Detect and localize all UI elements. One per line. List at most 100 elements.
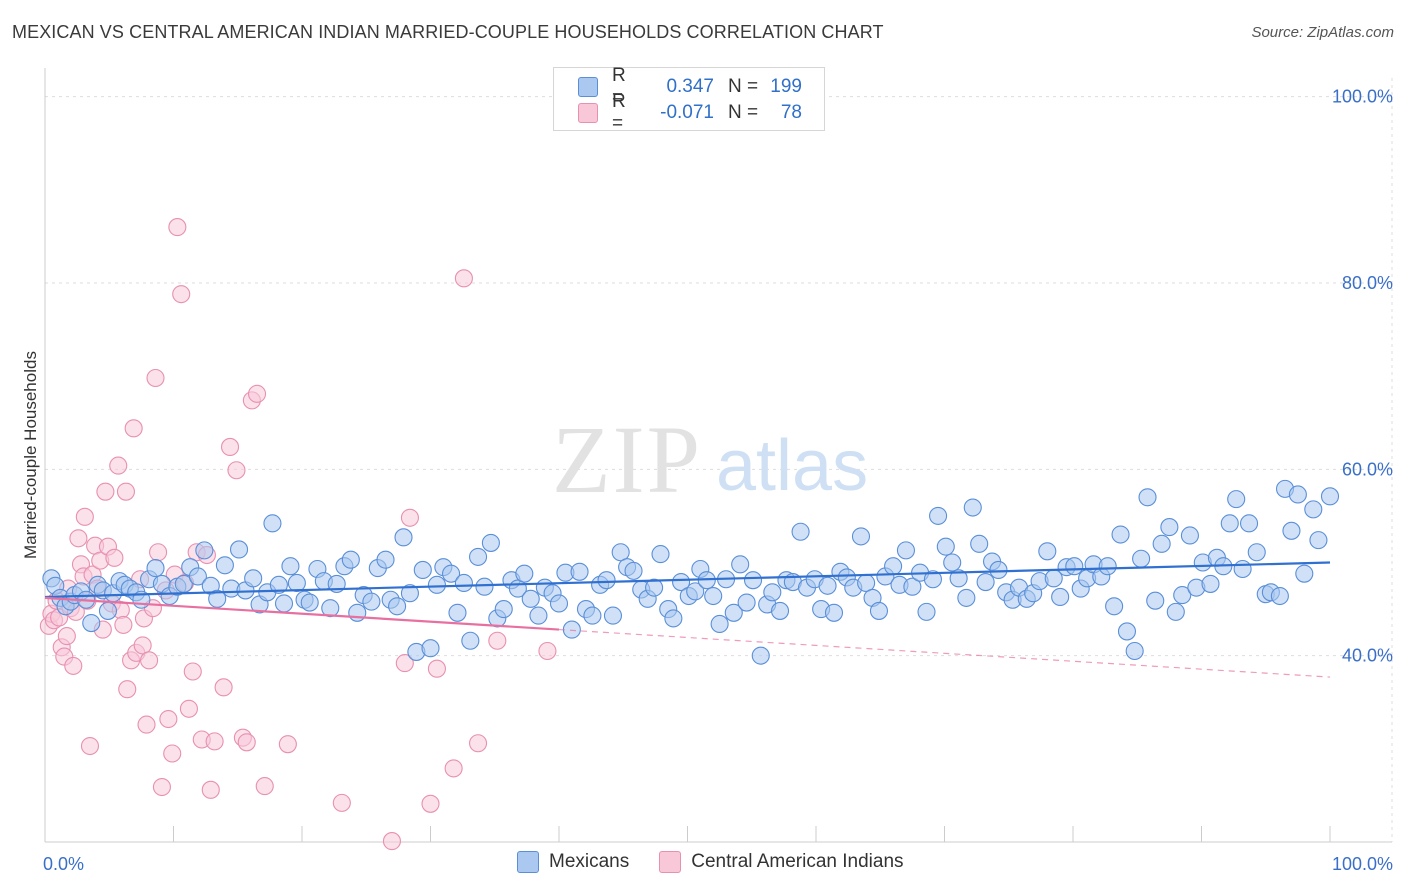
- mexicans-point: [1270, 586, 1289, 606]
- mexicans-point: [549, 594, 569, 613]
- central-american-indians-point: [64, 656, 83, 675]
- central-american-indians-point: [468, 734, 488, 753]
- series-mexicans: [42, 479, 1340, 665]
- central-american-indians-point: [118, 680, 137, 699]
- mexicans-point: [770, 601, 790, 620]
- mexicans-point: [1201, 574, 1220, 593]
- central-american-indians-point: [168, 218, 187, 237]
- mexicans-point: [869, 601, 889, 620]
- central-american-indians-point: [96, 482, 115, 501]
- grid-lines: [45, 78, 1393, 842]
- mexicans-point: [1132, 549, 1151, 568]
- legend-box: R = 0.347 N = 199 R = -0.071 N = 78: [553, 65, 825, 134]
- legend-swatch-central-american-indians: [578, 103, 598, 123]
- mexicans-point: [896, 541, 916, 560]
- central-american-indians-point: [201, 780, 220, 799]
- mexicans-point: [427, 575, 446, 594]
- central-american-indians-point: [159, 709, 178, 729]
- mexicans-point: [851, 527, 871, 546]
- mexicans-point: [515, 564, 534, 583]
- mexicans-point: [1309, 531, 1328, 550]
- y-tick-label: 40.0%: [1342, 646, 1393, 666]
- central-american-indians-point: [109, 456, 128, 475]
- mexicans-point: [1051, 587, 1070, 607]
- bottom-legend-swatch-central-american-indians: [659, 851, 682, 873]
- mexicans-point: [269, 575, 288, 594]
- central-american-indians-point: [400, 508, 419, 527]
- central-american-indians-point: [247, 384, 267, 403]
- central-american-indians-point: [152, 777, 171, 797]
- mexicans-point: [468, 547, 488, 566]
- mexicans-point: [704, 586, 723, 606]
- mexicans-point: [597, 571, 616, 590]
- y-tick-label: 100.0%: [1332, 87, 1393, 107]
- bottom-legend-central-american-indians[interactable]: Central American Indians: [659, 851, 904, 873]
- central-american-indians-point: [137, 715, 156, 734]
- x-tick-label: 0.0%: [43, 854, 84, 874]
- central-american-indians-point: [395, 654, 414, 673]
- y-tick-label: 60.0%: [1342, 459, 1393, 479]
- mexicans-point: [341, 550, 360, 569]
- mexicans-point: [300, 593, 319, 612]
- mexicans-point: [1098, 557, 1117, 576]
- mexicans-point: [529, 606, 548, 625]
- mexicans-point: [208, 589, 227, 608]
- mexicans-point: [1138, 488, 1157, 507]
- watermark-zip: ZIP: [552, 406, 702, 513]
- mexicans-point: [989, 560, 1008, 579]
- legend-swatch-mexicans: [578, 77, 598, 97]
- central-american-indians-point: [488, 631, 507, 650]
- central-american-indians-point: [105, 548, 124, 567]
- trend-line-central-american-indians-extrapolated: [558, 628, 1331, 678]
- mexicans-point: [1295, 564, 1314, 583]
- central-american-indians-point: [69, 529, 88, 548]
- mexicans-point: [400, 584, 419, 603]
- mexicans-point: [263, 514, 282, 533]
- mexicans-point: [1173, 586, 1192, 605]
- mexicans-point: [362, 592, 381, 611]
- mexicans-point: [1111, 525, 1130, 544]
- mexicans-point: [454, 573, 473, 593]
- series-central-american-indians: [39, 218, 557, 851]
- mexicans-point: [244, 569, 263, 588]
- mexicans-point: [929, 506, 948, 525]
- central-american-indians-point: [116, 482, 136, 501]
- mexicans-point: [949, 569, 968, 588]
- mexicans-point: [421, 639, 440, 658]
- mexicans-point: [570, 562, 589, 581]
- central-american-indians-point: [454, 269, 473, 288]
- mexicans-point: [376, 550, 395, 569]
- bottom-legend-swatch-mexicans: [517, 851, 539, 873]
- mexicans-point: [388, 597, 407, 616]
- central-american-indians-point: [172, 285, 191, 304]
- y-axis-label: Married-couple Households: [21, 351, 40, 559]
- mexicans-point: [976, 573, 995, 592]
- central-american-indians-point: [421, 794, 440, 813]
- mexicans-point: [917, 602, 936, 621]
- watermark-atlas: atlas: [716, 426, 868, 506]
- bottom-legend-mexicans[interactable]: Mexicans: [517, 851, 629, 873]
- legend-r-label: R =: [612, 91, 626, 134]
- mexicans-point: [1247, 543, 1266, 562]
- mexicans-point: [146, 559, 165, 578]
- mexicans-point: [348, 603, 367, 622]
- mexicans-point: [287, 573, 306, 593]
- legend-n-label: N =: [728, 102, 759, 123]
- legend-r-value: -0.071: [660, 102, 714, 123]
- mexicans-point: [1166, 602, 1185, 621]
- mexicans-point: [413, 560, 432, 579]
- mexicans-point: [664, 609, 683, 628]
- mexicans-point: [957, 588, 976, 607]
- mexicans-point: [1038, 542, 1057, 561]
- mexicans-point: [1125, 641, 1144, 661]
- mexicans-point: [943, 553, 962, 572]
- mexicans-point: [710, 614, 729, 634]
- central-american-indians-point: [278, 735, 297, 754]
- mexicans-point: [442, 564, 461, 583]
- legend-n-value: 199: [770, 76, 802, 97]
- legend-row-central-american-indians: R = -0.071 N = 78: [578, 91, 802, 134]
- mexicans-point: [743, 571, 763, 590]
- mexicans-point: [521, 589, 540, 608]
- trend-line-mexicans: [44, 561, 1331, 599]
